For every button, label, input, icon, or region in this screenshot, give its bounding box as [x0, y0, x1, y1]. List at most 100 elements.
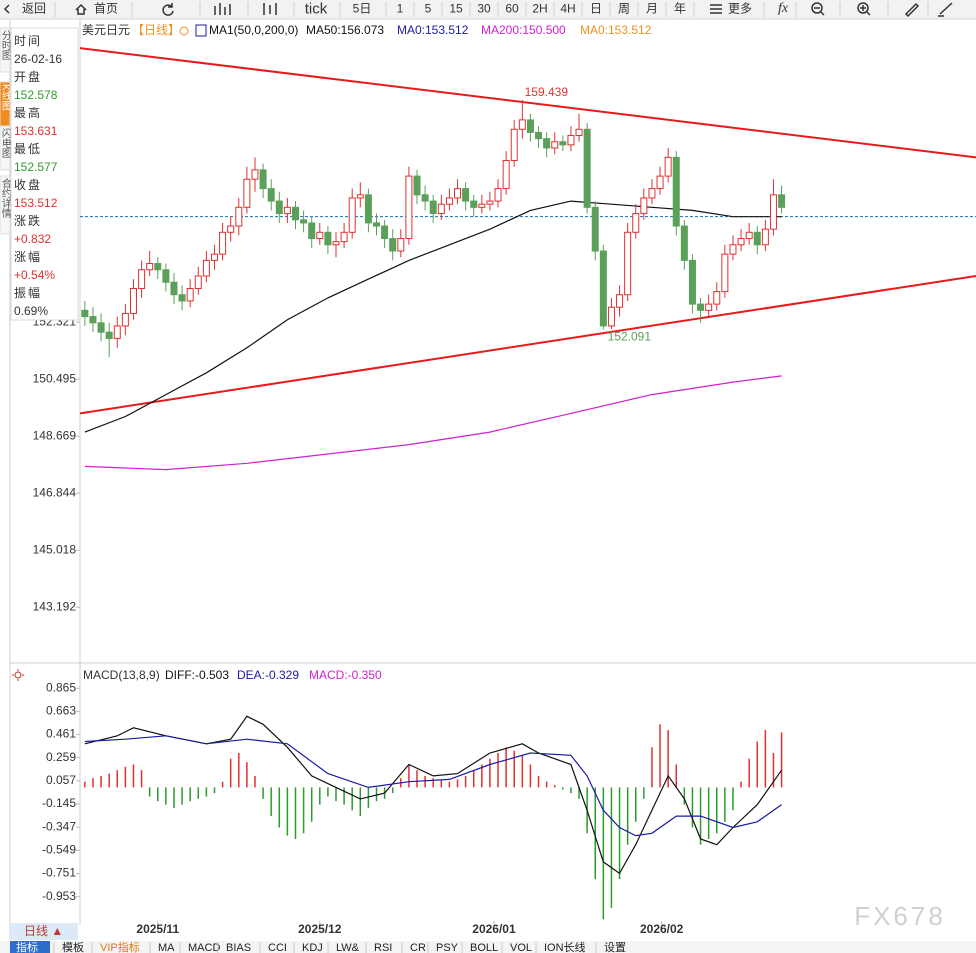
sidebar-tab[interactable]: 闪电图: [0, 127, 11, 159]
macd-title: MACD(13,8,9): [83, 668, 160, 682]
bottom-tab[interactable]: 设置: [604, 941, 626, 953]
refresh-icon[interactable]: [162, 3, 174, 16]
candle-body: [235, 206, 243, 227]
macd-bar: [513, 750, 515, 788]
candles-icon[interactable]: [263, 3, 277, 15]
sidebar-tab-bg[interactable]: [0, 125, 11, 171]
fx-icon[interactable]: fx: [778, 1, 789, 16]
period-selector[interactable]: 日线 ▲: [24, 924, 63, 938]
macd-bar: [529, 764, 532, 788]
macd-bar: [335, 787, 337, 802]
home-icon[interactable]: [75, 3, 87, 15]
brush-icon[interactable]: [938, 2, 953, 17]
bottom-tab[interactable]: BOLL: [470, 942, 498, 953]
chart-title: 美元日元: [82, 23, 130, 37]
candle-body: [672, 156, 680, 227]
macd-bar: [780, 732, 783, 788]
macd-bar: [238, 753, 240, 788]
zoom-out-icon[interactable]: [811, 2, 825, 16]
macd-bar: [189, 787, 191, 802]
candle-body: [308, 222, 316, 240]
bottom-tab[interactable]: 指标: [16, 940, 38, 953]
info-label: 振幅: [14, 285, 42, 300]
legend-entry: DIFF:-0.503: [165, 668, 229, 682]
period-selector-bg[interactable]: [10, 923, 78, 940]
candle-body: [721, 253, 729, 293]
y-tick-label: -0.549: [42, 843, 76, 857]
macd-bar: [197, 787, 200, 799]
info-value: 153.631: [14, 124, 58, 138]
candle-body: [769, 194, 777, 230]
sidebar-tab[interactable]: 分时图: [0, 30, 11, 61]
toolbar-button[interactable]: 30: [477, 2, 491, 16]
bottom-tab[interactable]: RSI: [374, 942, 392, 953]
pen-icon[interactable]: [904, 2, 920, 18]
macd-bar: [270, 787, 272, 817]
candle-body: [154, 263, 162, 271]
macd-bar: [173, 787, 175, 809]
candle-body: [753, 231, 761, 246]
macd-bar: [375, 787, 378, 802]
info-value: 152.578: [14, 88, 58, 102]
bottom-tab[interactable]: VIP指标: [100, 940, 140, 953]
candle-body: [275, 200, 283, 215]
toolbar-button[interactable]: 4H: [560, 2, 575, 16]
candle-body: [494, 188, 502, 202]
candle-body: [462, 188, 470, 202]
toolbar-button[interactable]: 2H: [532, 2, 547, 16]
bottom-tab[interactable]: CCI: [268, 942, 287, 953]
toolbar-button[interactable]: 年: [674, 2, 686, 16]
sidebar-tab[interactable]: 合约详情: [0, 177, 11, 219]
candle-body: [89, 316, 97, 324]
macd-bar: [683, 787, 686, 805]
more-icon[interactable]: [710, 4, 722, 14]
info-value: +0.832: [14, 232, 51, 246]
bottom-tab[interactable]: KDJ: [302, 942, 323, 953]
macd-bar: [707, 787, 710, 839]
macd-bar: [327, 787, 329, 797]
bottom-tab[interactable]: LW&: [336, 942, 360, 953]
settings-icon[interactable]: [12, 669, 24, 681]
toolbar-button[interactable]: 周: [618, 2, 630, 16]
bottom-tab[interactable]: ION长线: [544, 940, 586, 953]
bottom-tab[interactable]: MACD: [188, 942, 220, 953]
toolbar-button[interactable]: tick: [305, 0, 328, 17]
y-tick-label: 146.844: [33, 485, 77, 499]
line-series: [84, 375, 782, 471]
toolbar-button[interactable]: 首页: [94, 2, 118, 16]
kline-icon[interactable]: [214, 3, 231, 15]
toolbar-button[interactable]: 1: [397, 2, 404, 16]
bottom-tab[interactable]: PSY: [436, 942, 459, 953]
candle-body: [202, 259, 210, 277]
candle-body: [138, 269, 146, 289]
line-series: [84, 735, 782, 837]
toolbar-button[interactable]: 5: [425, 2, 432, 16]
x-tick-label: 2025/11: [136, 922, 179, 936]
toolbar-button[interactable]: 60: [505, 2, 519, 16]
bottom-tab[interactable]: VOL: [510, 942, 532, 953]
candle-body: [616, 294, 624, 308]
x-tick-label: 2025/12: [298, 922, 342, 936]
sidebar-tab-bg[interactable]: [0, 27, 11, 73]
toolbar-button[interactable]: 日: [590, 2, 602, 16]
macd-bar: [594, 787, 596, 880]
bottom-tab-active[interactable]: [10, 941, 50, 953]
bottom-tab[interactable]: CR: [410, 942, 426, 953]
bottom-tab[interactable]: MA: [158, 942, 175, 953]
sidebar-tab[interactable]: K线图: [0, 84, 11, 111]
toolbar-button[interactable]: 15: [449, 2, 463, 16]
back-icon[interactable]: [3, 4, 10, 14]
info-value: 153.512: [14, 196, 58, 210]
bottom-tab[interactable]: BIAS: [226, 942, 251, 953]
macd-bar: [424, 775, 426, 788]
toolbar-button[interactable]: 月: [646, 2, 658, 16]
macd-bar: [181, 787, 183, 805]
toolbar-button[interactable]: 更多: [728, 2, 752, 16]
toolbar-button[interactable]: 返回: [22, 2, 46, 16]
macd-bar: [651, 747, 653, 788]
sidebar-tab-bg[interactable]: [0, 175, 11, 235]
zoom-in-icon[interactable]: [857, 2, 871, 16]
bottom-tab[interactable]: 模板: [62, 940, 84, 953]
toolbar-button[interactable]: 5日: [353, 2, 372, 16]
